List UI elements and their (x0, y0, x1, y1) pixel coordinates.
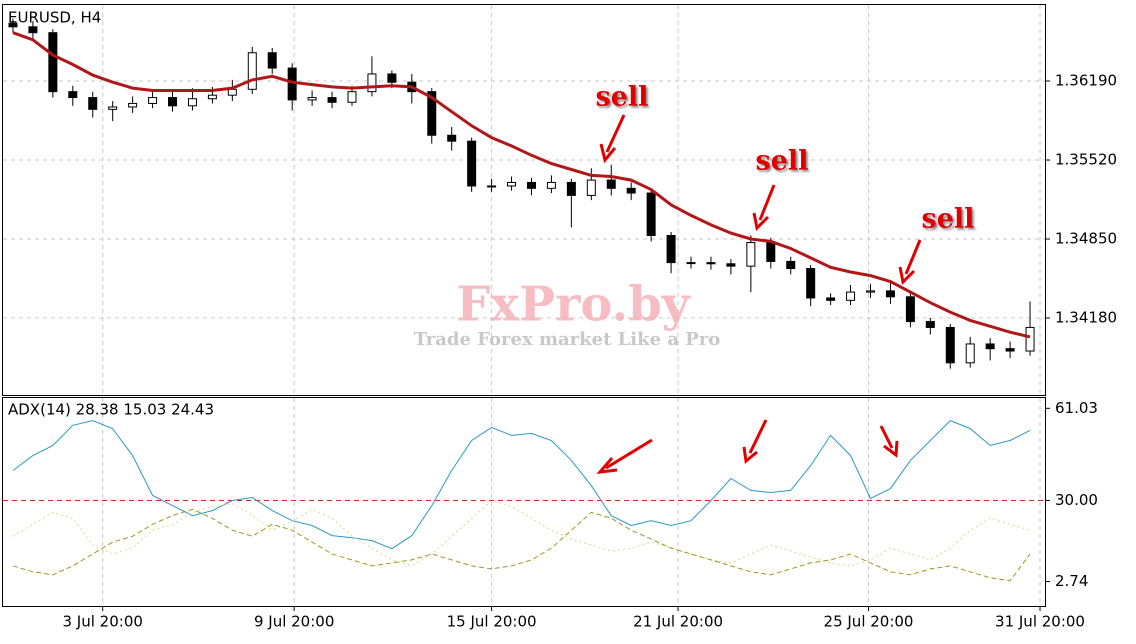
chart-title: EURUSD, H4 (8, 9, 101, 27)
annotation: sell (596, 82, 649, 113)
indicator-title: ADX(14) 28.38 15.03 24.43 (8, 401, 214, 419)
candle-body (8, 22, 18, 28)
arrow-head (752, 212, 770, 232)
arrows (596, 114, 922, 474)
candle-body (846, 291, 856, 301)
candle-body (666, 234, 676, 264)
candle-body (68, 91, 78, 99)
annotation: sell (756, 146, 809, 177)
candle-body (985, 343, 995, 350)
y-tick-label: 1.34850 (1055, 230, 1117, 248)
candle-body (48, 32, 58, 93)
candle-body (1005, 348, 1015, 352)
candle-body (307, 97, 317, 101)
x-tick-label: 3 Jul 20:00 (63, 613, 143, 631)
candle-body (1025, 326, 1035, 352)
candle-body (586, 179, 596, 196)
candle-body (546, 181, 556, 189)
candle-body (447, 134, 457, 142)
candle-body (726, 263, 736, 267)
candle-body (108, 106, 118, 110)
arrow-head (742, 446, 758, 464)
adx-panel-frame (2, 397, 1046, 607)
candle-body (367, 73, 377, 93)
candle-body (267, 52, 277, 69)
candle-body (168, 97, 178, 107)
candle-body (526, 181, 536, 189)
candle-body (945, 326, 955, 364)
candle-body (866, 290, 876, 293)
arrow (605, 438, 653, 470)
candle-body (148, 97, 158, 104)
candle-body (965, 343, 975, 364)
y-tick-label: 1.36190 (1055, 72, 1117, 90)
candle-body (327, 97, 337, 103)
candle-body (88, 97, 98, 110)
candle-body (187, 98, 197, 107)
x-tick-label: 9 Jul 20:00 (254, 613, 334, 631)
x-tick-label: 21 Jul 20:00 (633, 613, 723, 631)
candle-body (467, 140, 477, 187)
arrow (748, 419, 768, 454)
candle-body (128, 102, 138, 108)
candle-body (487, 185, 497, 188)
candle-body (427, 91, 437, 136)
candle-body (686, 262, 696, 265)
arrow (879, 425, 894, 449)
arrow-head (883, 440, 899, 458)
candle-body (626, 187, 636, 194)
candle-body (885, 290, 895, 298)
arrow (605, 114, 626, 153)
candle-body (207, 94, 217, 100)
arrow (904, 239, 922, 275)
candle-body (28, 26, 38, 34)
y-tick-label: 61.03 (1055, 399, 1098, 417)
candle-body (566, 181, 576, 196)
candle-body (806, 267, 816, 299)
arrow-head (898, 266, 916, 286)
candle-body (646, 192, 656, 236)
candle-body (387, 73, 397, 83)
plot-content (3, 5, 1045, 606)
arrow-head (599, 143, 617, 164)
y-tick-label: 1.35520 (1055, 151, 1117, 169)
x-tick-label: 31 Jul 20:00 (995, 613, 1085, 631)
indicator-line (12, 420, 1031, 550)
candle-body (706, 262, 716, 265)
arrow (758, 184, 776, 221)
candle-body (347, 91, 357, 103)
watermark-subtitle: Trade Forex market Like a Pro (414, 329, 721, 350)
candle-body (786, 260, 796, 269)
y-tick-label: 30.00 (1055, 491, 1098, 509)
candle-body (507, 181, 517, 187)
candle-body (905, 296, 915, 323)
candle-body (925, 321, 935, 328)
watermark: FxPro.by (456, 277, 692, 333)
y-tick-label: 2.74 (1055, 572, 1088, 590)
y-tick-label: 1.34180 (1055, 309, 1117, 327)
candle-body (766, 242, 776, 262)
arrow-head (596, 457, 618, 474)
candle-body (247, 52, 257, 90)
candle-body (227, 88, 237, 96)
candle-body (826, 297, 836, 301)
indicator-line (12, 508, 1031, 582)
x-tick-label: 15 Jul 20:00 (447, 613, 537, 631)
price-panel-frame (2, 4, 1046, 396)
annotation: sell (922, 204, 975, 235)
indicator-line (12, 31, 1031, 339)
candle-body (746, 242, 756, 267)
candle-body (606, 179, 616, 189)
x-tick-label: 25 Jul 20:00 (824, 613, 914, 631)
